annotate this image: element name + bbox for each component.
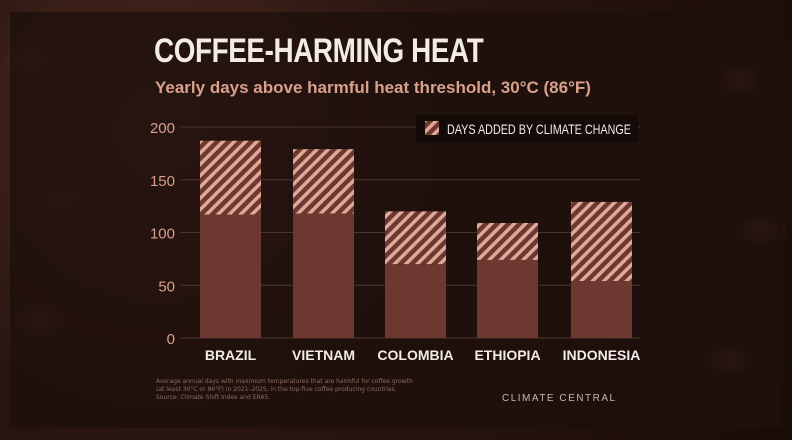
x-tick-label: INDONESIA bbox=[563, 347, 641, 363]
footnote-line: Average annual days with maximum tempera… bbox=[156, 378, 413, 385]
bar-base-indonesia bbox=[571, 281, 632, 338]
legend-swatch-hatched bbox=[425, 121, 439, 135]
legend-label: DAYS ADDED BY CLIMATE CHANGE bbox=[447, 121, 631, 137]
y-tick-label: 200 bbox=[150, 120, 175, 137]
x-tick-label: ETHIOPIA bbox=[474, 347, 540, 363]
y-tick-label: 0 bbox=[167, 331, 175, 348]
y-tick-label: 100 bbox=[150, 226, 175, 243]
x-tick-label: VIETNAM bbox=[292, 347, 355, 363]
bar-base-ethiopia bbox=[477, 259, 538, 338]
bar-base-brazil bbox=[200, 214, 261, 338]
bar-base-colombia bbox=[385, 264, 446, 338]
chart-title: COFFEE-HARMING HEAT bbox=[154, 32, 484, 70]
footnote: Average annual days with maximum tempera… bbox=[156, 378, 486, 402]
legend: DAYS ADDED BY CLIMATE CHANGE bbox=[416, 115, 638, 142]
bar-climate-added-ethiopia bbox=[477, 223, 538, 260]
climate-central-logo: CLIMATE CENTRAL bbox=[502, 393, 617, 404]
footnote-line: Source: Climate Shift Index and ERA5. bbox=[156, 394, 271, 401]
y-tick-label: 150 bbox=[150, 173, 175, 190]
y-tick-label: 50 bbox=[158, 278, 175, 295]
bar-climate-added-indonesia bbox=[571, 201, 632, 282]
chart-subtitle: Yearly days above harmful heat threshold… bbox=[155, 78, 591, 97]
bar-base-vietnam bbox=[293, 213, 354, 338]
x-tick-label: BRAZIL bbox=[205, 347, 257, 363]
bar-climate-added-colombia bbox=[385, 211, 446, 265]
footnote-line: (at least 30°C or 86°F) in 2021–2025, in… bbox=[156, 386, 397, 393]
bar-climate-added-vietnam bbox=[293, 149, 354, 214]
x-tick-label: COLOMBIA bbox=[377, 347, 453, 363]
bar-climate-added-brazil bbox=[200, 140, 261, 215]
